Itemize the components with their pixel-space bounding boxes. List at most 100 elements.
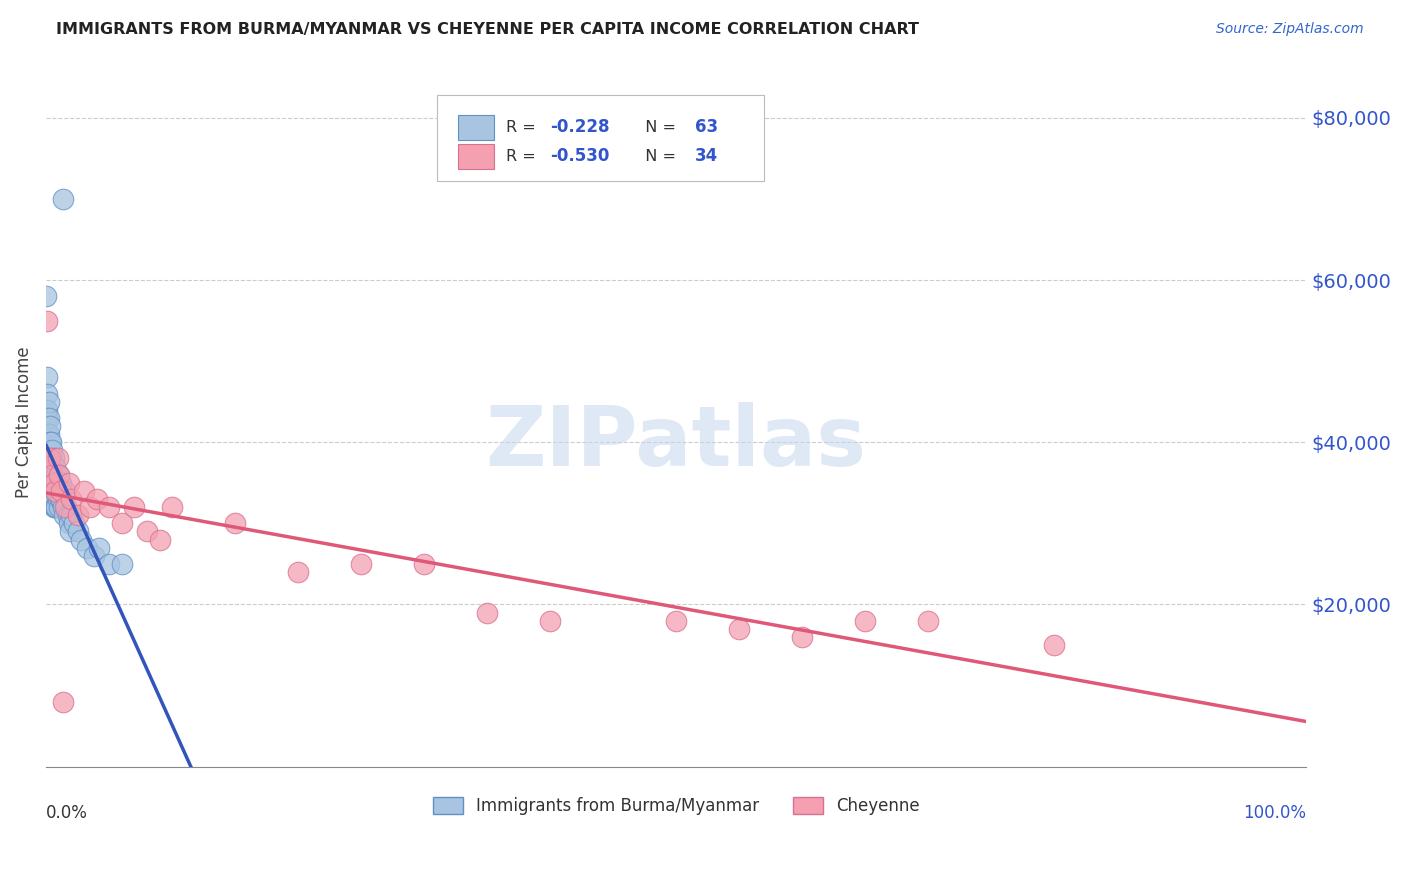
Point: [52, 192, 75, 206]
Point: [39, 467, 62, 482]
Point: [41, 475, 63, 490]
Point: [39, 467, 62, 482]
Point: [42, 475, 65, 490]
Point: [538, 614, 561, 628]
Y-axis label: Per Capita Income: Per Capita Income: [15, 346, 32, 498]
Point: [39, 435, 62, 450]
Point: [477, 606, 499, 620]
Point: [665, 614, 688, 628]
Text: N =: N =: [634, 148, 681, 163]
Point: [41, 491, 63, 506]
Text: 100.0%: 100.0%: [1243, 805, 1306, 822]
Point: [37, 402, 59, 417]
Point: [35, 402, 58, 417]
Point: [44, 500, 66, 515]
Point: [37, 411, 59, 425]
Text: 63: 63: [695, 118, 718, 136]
Point: [42, 500, 65, 515]
Point: [39, 483, 62, 498]
Point: [79, 500, 101, 515]
Point: [87, 541, 110, 555]
Point: [111, 516, 134, 531]
Bar: [458, 145, 494, 169]
Point: [73, 483, 96, 498]
Point: [136, 524, 159, 539]
Point: [39, 451, 62, 466]
Point: [37, 386, 59, 401]
Point: [70, 533, 93, 547]
Point: [35, 289, 58, 303]
Point: [42, 483, 65, 498]
Point: [48, 467, 70, 482]
Text: -0.228: -0.228: [550, 118, 610, 136]
Point: [56, 508, 79, 523]
Point: [86, 491, 108, 506]
Point: [38, 394, 60, 409]
Text: R =: R =: [506, 148, 541, 163]
Bar: [458, 115, 494, 140]
Point: [44, 475, 66, 490]
Point: [39, 475, 62, 490]
Text: -0.530: -0.530: [550, 147, 610, 165]
Point: [38, 411, 60, 425]
Point: [728, 622, 751, 636]
Point: [60, 491, 83, 506]
Point: [39, 435, 62, 450]
Text: 34: 34: [695, 147, 718, 165]
Point: [39, 451, 62, 466]
Point: [42, 467, 65, 482]
Point: [853, 614, 876, 628]
Point: [224, 516, 246, 531]
Text: ZIPatlas: ZIPatlas: [485, 402, 866, 483]
Point: [38, 427, 60, 442]
Text: IMMIGRANTS FROM BURMA/MYANMAR VS CHEYENNE PER CAPITA INCOME CORRELATION CHART: IMMIGRANTS FROM BURMA/MYANMAR VS CHEYENN…: [56, 22, 920, 37]
Text: R =: R =: [506, 120, 541, 135]
Point: [38, 451, 60, 466]
Point: [49, 491, 72, 506]
Text: 0.0%: 0.0%: [46, 805, 89, 822]
Point: [48, 467, 70, 482]
Point: [917, 614, 939, 628]
Point: [46, 451, 69, 466]
Point: [76, 541, 98, 555]
Point: [37, 370, 59, 384]
Point: [38, 451, 60, 466]
Legend: Immigrants from Burma/Myanmar, Cheyenne: Immigrants from Burma/Myanmar, Cheyenne: [425, 789, 928, 823]
Point: [46, 475, 69, 490]
Point: [46, 491, 69, 506]
Point: [51, 491, 73, 506]
Point: [1043, 638, 1066, 652]
Point: [53, 500, 76, 515]
Point: [37, 313, 59, 327]
Point: [63, 516, 86, 531]
Point: [41, 443, 63, 458]
Point: [53, 483, 76, 498]
Point: [160, 500, 183, 515]
Point: [39, 475, 62, 490]
Point: [41, 459, 63, 474]
Point: [83, 549, 105, 563]
Point: [38, 443, 60, 458]
Point: [41, 467, 63, 482]
Point: [66, 524, 89, 539]
Point: [98, 500, 121, 515]
Point: [98, 557, 121, 571]
Point: [149, 533, 172, 547]
Point: [45, 467, 67, 482]
Point: [55, 500, 77, 515]
Point: [350, 557, 373, 571]
Point: [44, 491, 66, 506]
Point: [52, 695, 75, 709]
Point: [48, 500, 70, 515]
Point: [39, 451, 62, 466]
Point: [44, 483, 66, 498]
Point: [792, 630, 814, 644]
Point: [59, 524, 82, 539]
Point: [66, 508, 89, 523]
Point: [42, 491, 65, 506]
Point: [39, 419, 62, 434]
Point: [58, 516, 80, 531]
Point: [45, 483, 67, 498]
Point: [51, 483, 73, 498]
Point: [44, 459, 66, 474]
